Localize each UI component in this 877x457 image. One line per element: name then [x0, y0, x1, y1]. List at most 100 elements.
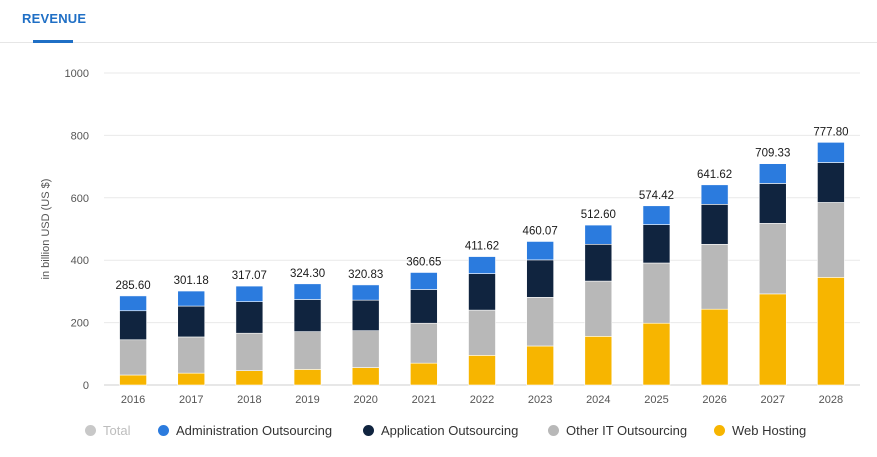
revenue-chart-svg: 0 200 400 600 800 1000 in billion USD (US $) 28… — [40, 68, 860, 406]
y-tick-label: 200 — [71, 318, 89, 330]
bar-segment — [468, 355, 496, 386]
bar-segment — [235, 332, 264, 371]
bar-segment — [177, 290, 206, 307]
total-data-label: 320.83 — [348, 269, 383, 281]
total-data-label: 460.07 — [523, 225, 558, 237]
bar-segment — [584, 336, 613, 386]
legend-marker — [363, 425, 374, 436]
legend-marker — [158, 425, 169, 436]
bar-segment — [177, 305, 206, 338]
x-tick-label: 2022 — [470, 394, 494, 406]
bar-segment — [758, 183, 787, 224]
bar-segment — [468, 273, 496, 311]
y-tick-label: 600 — [71, 193, 89, 205]
bar-segment — [410, 322, 438, 364]
bar-segment — [700, 243, 729, 310]
bar-segment — [177, 336, 206, 374]
x-tick-label: 2018 — [237, 394, 261, 406]
total-data-label: 360.65 — [406, 256, 441, 268]
x-tick-label: 2017 — [179, 394, 203, 406]
x-tick-label: 2028 — [819, 394, 843, 406]
bar-segment — [526, 345, 554, 386]
x-tick-label: 2027 — [761, 394, 785, 406]
x-tick-label: 2020 — [353, 394, 377, 406]
bar-segment — [235, 370, 264, 386]
bar-segment — [119, 339, 147, 376]
bar-segment — [642, 262, 671, 324]
legend-marker — [548, 425, 559, 436]
tab-bar: REVENUE — [0, 0, 877, 43]
bar-segment — [177, 372, 206, 386]
bar-segment — [119, 295, 147, 312]
total-data-label: 512.60 — [581, 209, 616, 221]
bar-segment — [235, 301, 264, 334]
legend-label: Web Hosting — [732, 423, 807, 438]
bar-segment — [293, 369, 322, 386]
bar-segment — [817, 202, 845, 278]
bar-segment — [293, 299, 322, 332]
bar-segment — [526, 241, 554, 261]
y-axis-label: in billion USD (US $) — [40, 179, 52, 280]
y-tick-label: 1000 — [65, 68, 89, 80]
bar-segment — [817, 162, 845, 203]
bar-segment — [410, 289, 438, 324]
total-data-label: 301.18 — [174, 275, 209, 287]
bar-segment — [235, 285, 264, 302]
bar-segment — [642, 322, 671, 386]
legend-label: Application Outsourcing — [381, 423, 519, 438]
revenue-chart: 0 200 400 600 800 1000 in billion USD (US $) 28… — [0, 43, 877, 413]
bar-segment — [410, 272, 438, 290]
legend-marker — [85, 425, 96, 436]
bar-segment — [293, 283, 322, 300]
legend-item-administration-outsourcing[interactable]: Administration Outsourcing — [158, 423, 332, 438]
bar-segment — [584, 224, 613, 245]
bar-segment — [758, 223, 787, 295]
total-data-label: 777.80 — [813, 126, 848, 138]
bar-segment — [351, 330, 380, 368]
y-tick-label: 400 — [71, 255, 89, 267]
x-tick-label: 2026 — [702, 394, 726, 406]
total-data-label: 324.30 — [290, 268, 325, 280]
legend-item-web-hosting[interactable]: Web Hosting — [714, 423, 806, 438]
total-data-label: 411.62 — [465, 241, 499, 253]
legend-item-total[interactable]: Total — [85, 423, 130, 438]
bar-segment — [351, 284, 380, 301]
bar-segment — [351, 299, 380, 332]
total-data-label: 317.07 — [232, 270, 267, 282]
total-data-label: 285.60 — [115, 280, 150, 292]
x-tick-label: 2016 — [121, 394, 145, 406]
bar-segment — [293, 331, 322, 370]
x-tick-label: 2021 — [412, 394, 436, 406]
x-tick-label: 2023 — [528, 394, 552, 406]
bar-segment — [119, 310, 147, 341]
bar-segment — [410, 362, 438, 386]
bar-segment — [526, 259, 554, 298]
legend-item-other-it-outsourcing[interactable]: Other IT Outsourcing — [548, 423, 687, 438]
bar-segment — [526, 297, 554, 347]
legend-marker — [714, 425, 725, 436]
bar-segment — [119, 374, 147, 386]
bar-segment — [468, 309, 496, 356]
total-data-label: 641.62 — [697, 169, 732, 181]
bar-segment — [642, 205, 671, 225]
total-data-label: 574.42 — [639, 190, 674, 202]
bar-segment — [758, 163, 787, 184]
legend-label: Administration Outsourcing — [176, 423, 333, 438]
tab-revenue[interactable]: REVENUE — [22, 11, 87, 26]
bar-segment — [584, 243, 613, 282]
bar-segment — [817, 142, 845, 163]
bar-segment — [758, 293, 787, 386]
x-tick-label: 2019 — [295, 394, 319, 406]
bar-segment — [817, 277, 845, 386]
bar-segment — [351, 367, 380, 386]
legend-label: Other IT Outsourcing — [566, 423, 688, 438]
total-data-label: 709.33 — [755, 148, 790, 160]
chart-legend: Total Administration Outsourcing Applica… — [0, 423, 877, 445]
bar-segment — [642, 224, 671, 264]
y-tick-label: 0 — [83, 380, 89, 392]
legend-label: Total — [103, 423, 131, 438]
bar-segment — [700, 308, 729, 386]
y-tick-label: 800 — [71, 130, 89, 142]
legend-item-application-outsourcing[interactable]: Application Outsourcing — [363, 423, 518, 438]
x-tick-label: 2025 — [644, 394, 668, 406]
